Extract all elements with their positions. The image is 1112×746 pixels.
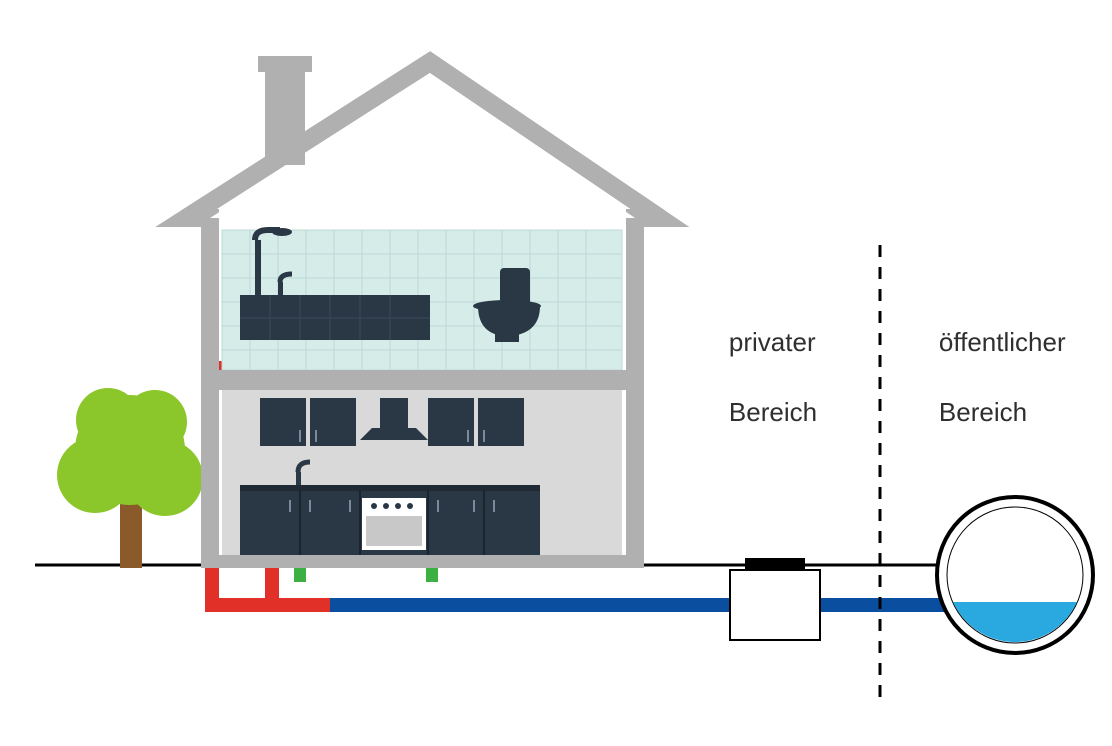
- tree-icon: [57, 388, 203, 568]
- floor-slab: [210, 370, 635, 390]
- label-private-line1: privater: [729, 327, 816, 357]
- sewer-pipe-icon: [937, 497, 1093, 653]
- diagram-root: privater Bereich öffentlicher Bereich: [0, 0, 1112, 746]
- house-base-slab: [201, 555, 644, 568]
- label-private-area: privater Bereich: [700, 290, 817, 465]
- label-public-line1: öffentlicher: [939, 327, 1066, 357]
- label-public-area: öffentlicher Bereich: [910, 290, 1066, 465]
- manhole-icon: [730, 558, 820, 640]
- label-public-line2: Bereich: [939, 397, 1027, 427]
- label-private-line2: Bereich: [729, 397, 817, 427]
